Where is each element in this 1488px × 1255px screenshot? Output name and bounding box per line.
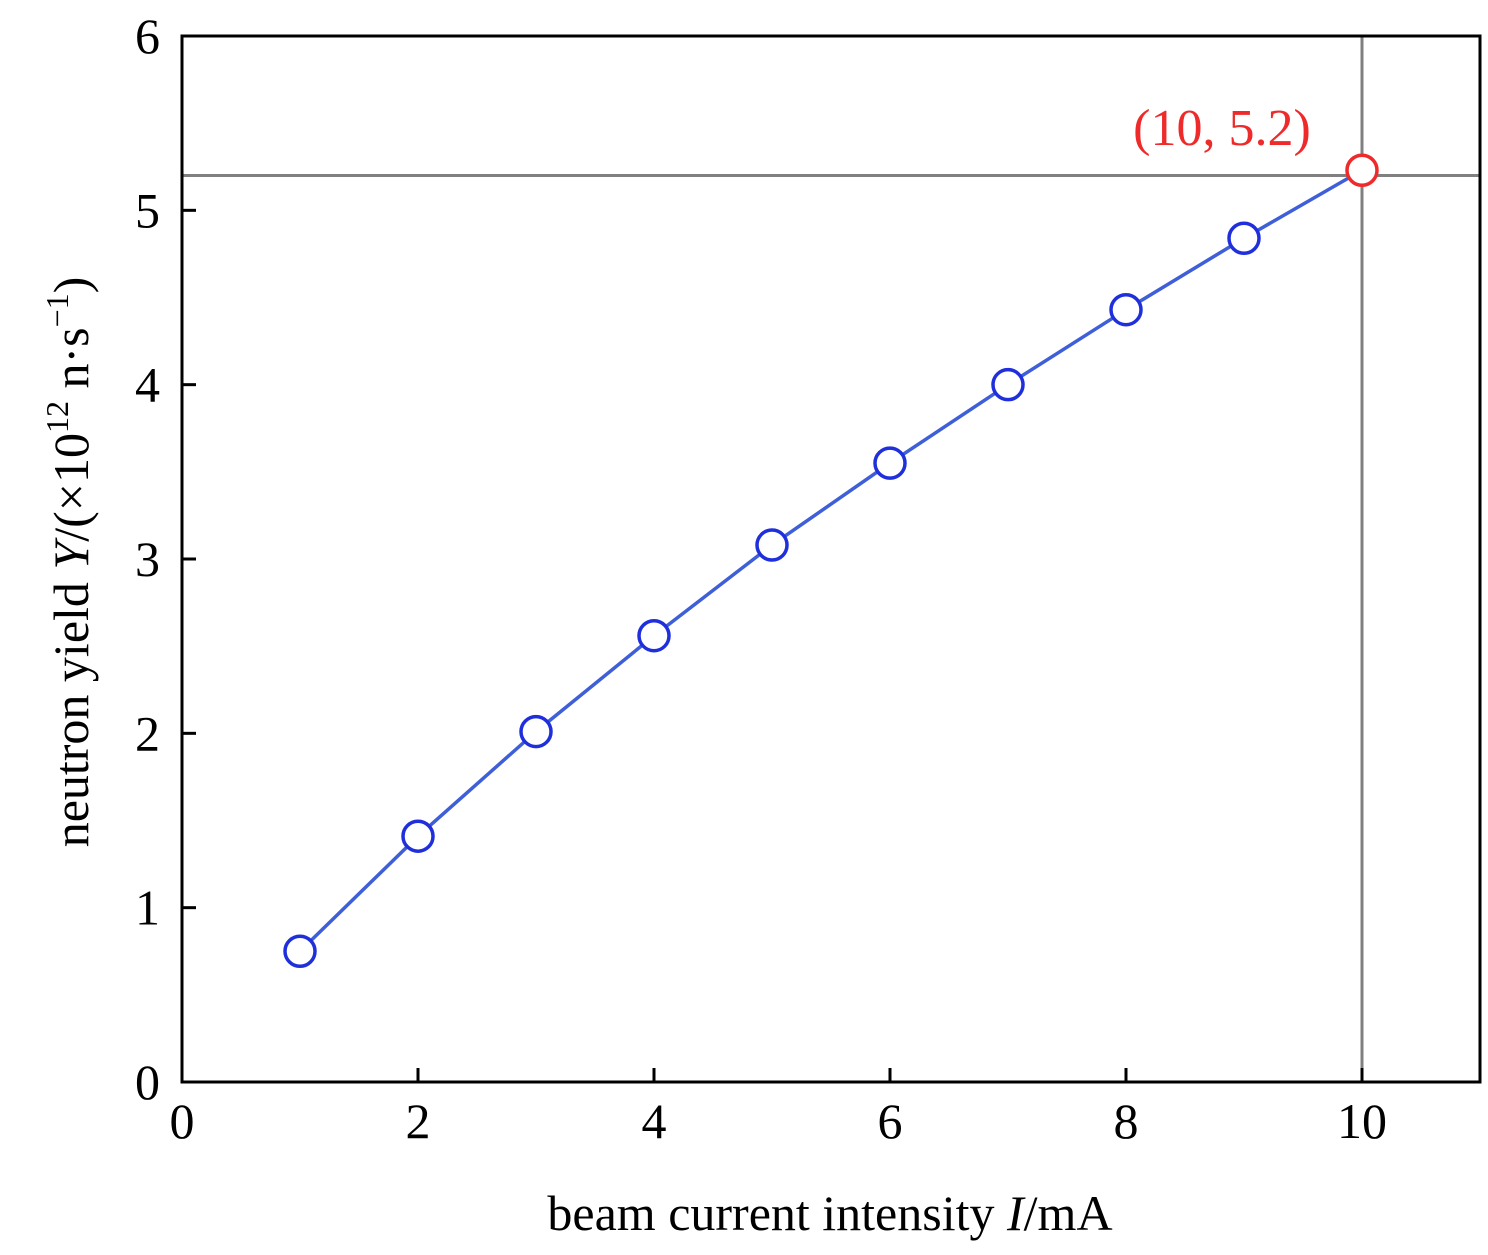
data-point xyxy=(519,714,553,749)
data-point xyxy=(755,528,789,562)
data-point xyxy=(283,934,317,968)
data-point xyxy=(1109,292,1143,327)
y-axis-title: neutron yield Y/(×1012 n·s−1) xyxy=(39,277,99,848)
data-point xyxy=(873,446,907,480)
x-tick-label: 10 xyxy=(1337,1093,1387,1149)
x-tick-label: 4 xyxy=(642,1093,667,1149)
data-point xyxy=(637,618,671,653)
data-point xyxy=(1227,221,1261,255)
x-tick-label: 0 xyxy=(170,1093,195,1149)
y-tick-label: 2 xyxy=(135,705,160,761)
reference-lines xyxy=(182,36,1480,1082)
series-layer xyxy=(283,153,1379,968)
y-tick-label: 4 xyxy=(135,357,160,413)
ticks-layer: 0 2 4 6 8 10 0 1 2 3 4 5 6 xyxy=(135,8,1387,1149)
highlight-annotation: (10, 5.2) xyxy=(1133,100,1311,157)
series-line-0 xyxy=(298,168,1363,953)
y-tick-label: 0 xyxy=(135,1054,160,1110)
data-point xyxy=(401,819,435,853)
y-tick-label: 5 xyxy=(135,182,160,238)
x-axis-title: beam current intensity I/mA xyxy=(547,1185,1112,1241)
y-tick-label: 1 xyxy=(135,880,160,936)
x-tick-label: 8 xyxy=(1114,1093,1139,1149)
plot-frame xyxy=(180,34,1482,1084)
y-tick-label: 3 xyxy=(135,531,160,587)
highlight-point xyxy=(1345,153,1379,187)
axes-layer xyxy=(180,34,1482,1084)
y-tick-label: 6 xyxy=(135,8,160,64)
x-tick-label: 2 xyxy=(406,1093,431,1149)
data-point xyxy=(991,367,1025,402)
x-tick-label: 6 xyxy=(878,1093,903,1149)
